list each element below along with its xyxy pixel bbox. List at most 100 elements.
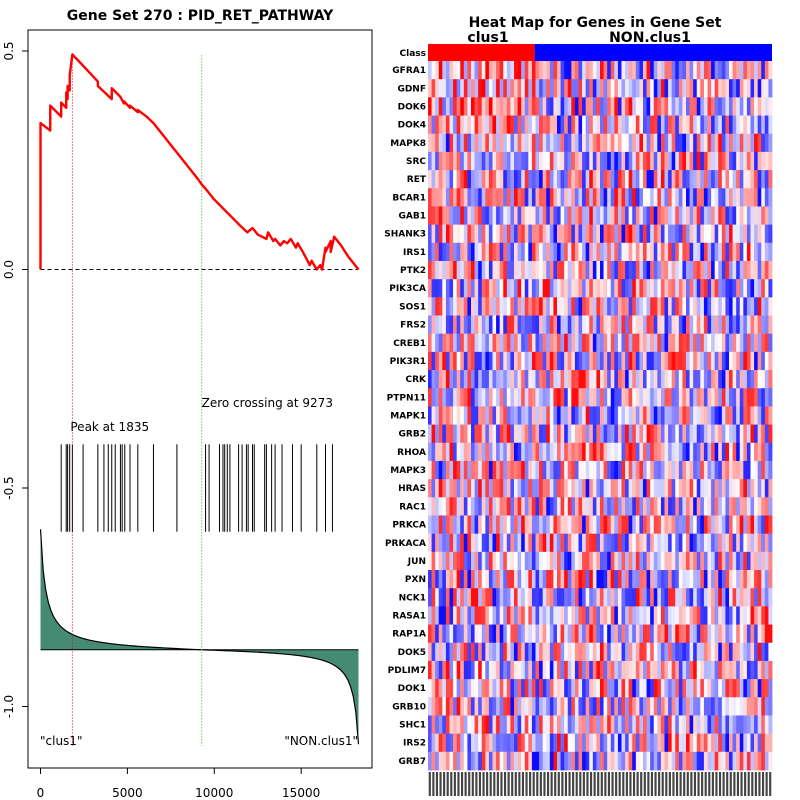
class-right-label: "NON.clus1" [284, 734, 358, 748]
heatmap-cell [610, 260, 615, 280]
heatmap-cell [643, 751, 647, 771]
heatmap-cell [435, 551, 440, 571]
heatmap-cell [646, 133, 651, 153]
heatmap-cell [531, 260, 536, 280]
heatmap-cell [689, 588, 694, 607]
heatmap-cell [589, 424, 594, 444]
heatmap-cell [510, 97, 515, 116]
heatmap-cell [557, 61, 561, 80]
heatmap-cell [703, 424, 708, 444]
heatmap-cell [467, 588, 472, 607]
heatmap-cell [650, 406, 655, 425]
heatmap-cell [582, 297, 587, 316]
heatmap-cell [449, 606, 454, 625]
heatmap-cell [496, 260, 501, 280]
heatmap-cell [574, 624, 579, 644]
heatmap-cell [664, 297, 669, 316]
heatmap-cell [506, 61, 511, 80]
heatmap-cell [553, 442, 558, 462]
heatmap-cell [653, 133, 658, 153]
sample-label [435, 772, 439, 796]
heatmap-cell [757, 351, 762, 371]
heatmap-cell [729, 297, 733, 316]
heatmap-cell [703, 642, 708, 662]
heatmap-cell [643, 97, 647, 116]
heatmap-cell [743, 660, 748, 680]
heatmap-cell [600, 370, 604, 389]
heatmap-cell [589, 515, 594, 535]
heatmap-cell [739, 460, 744, 480]
heatmap-cell [428, 115, 432, 135]
heatmap-cell [471, 170, 475, 189]
heatmap-cell [614, 606, 619, 625]
heatmap-cell [646, 660, 651, 680]
heatmap-cell [478, 715, 483, 735]
heatmap-cell [693, 170, 698, 189]
heatmap-cell [746, 188, 751, 207]
heatmap-cell [639, 242, 644, 262]
heatmap-cell [492, 406, 497, 425]
heatmap-cell [428, 624, 432, 644]
heatmap-cell [585, 751, 590, 771]
heatmap-cell [768, 206, 773, 226]
heatmap-cell [729, 551, 733, 571]
heatmap-cell [617, 260, 622, 280]
heatmap-cell [764, 224, 769, 244]
heatmap-cell [725, 206, 730, 226]
heatmap-cell [625, 297, 630, 316]
heatmap-cell [600, 206, 604, 226]
heatmap-cell [431, 315, 436, 335]
heatmap-cell [657, 733, 662, 753]
heatmap-cell [531, 115, 536, 135]
heatmap-cell [628, 551, 633, 571]
sample-label [632, 772, 636, 796]
heatmap-cell [589, 61, 594, 80]
heatmap-cell [442, 242, 447, 262]
heatmap-cell [643, 170, 647, 189]
heatmap-cell [668, 388, 673, 407]
heatmap-cell [729, 715, 733, 735]
heatmap-cell [521, 588, 526, 607]
heatmap-cell [456, 97, 461, 116]
heatmap-cell [428, 570, 432, 589]
heatmap-cell [628, 279, 633, 298]
heatmap-cell [686, 297, 690, 316]
heatmap-cell [510, 79, 515, 98]
heatmap-cell [703, 715, 708, 735]
heatmap-cell [689, 751, 694, 771]
gene-label: PRKACA [385, 539, 426, 549]
gene-label: CREB1 [393, 339, 426, 349]
heatmap-cell [721, 188, 726, 207]
heatmap-cell [474, 406, 479, 425]
heatmap-cell [660, 151, 665, 171]
heatmap-cell [524, 351, 529, 371]
heatmap-cell [657, 61, 662, 80]
heatmap-cell [600, 751, 604, 771]
heatmap-cell [703, 697, 708, 716]
heatmap-cell [488, 697, 493, 716]
heatmap-cell [571, 551, 576, 571]
heatmap-cell [750, 188, 755, 207]
heatmap-cell [703, 570, 708, 589]
heatmap-cell [546, 333, 551, 353]
heatmap-cell [711, 515, 716, 535]
heatmap-cell [657, 551, 662, 571]
heatmap-cell [560, 588, 565, 607]
heatmap-cell [478, 460, 483, 480]
heatmap-cell [542, 679, 547, 698]
heatmap-cell [442, 751, 447, 771]
heatmap-cell [768, 188, 773, 207]
heatmap-cell [546, 260, 551, 280]
heatmap-cell [471, 151, 475, 171]
sample-label [686, 772, 689, 796]
heatmap-cell [521, 442, 526, 462]
heatmap-cell [445, 115, 450, 135]
heatmap-cell [463, 697, 468, 716]
heatmap-cell [653, 515, 658, 535]
heatmap-cell [435, 279, 440, 298]
heatmap-cell [549, 242, 554, 262]
heatmap-cell [732, 442, 737, 462]
heatmap-cell [456, 497, 461, 516]
heatmap-cell [725, 533, 730, 553]
heatmap-cell [589, 170, 594, 189]
